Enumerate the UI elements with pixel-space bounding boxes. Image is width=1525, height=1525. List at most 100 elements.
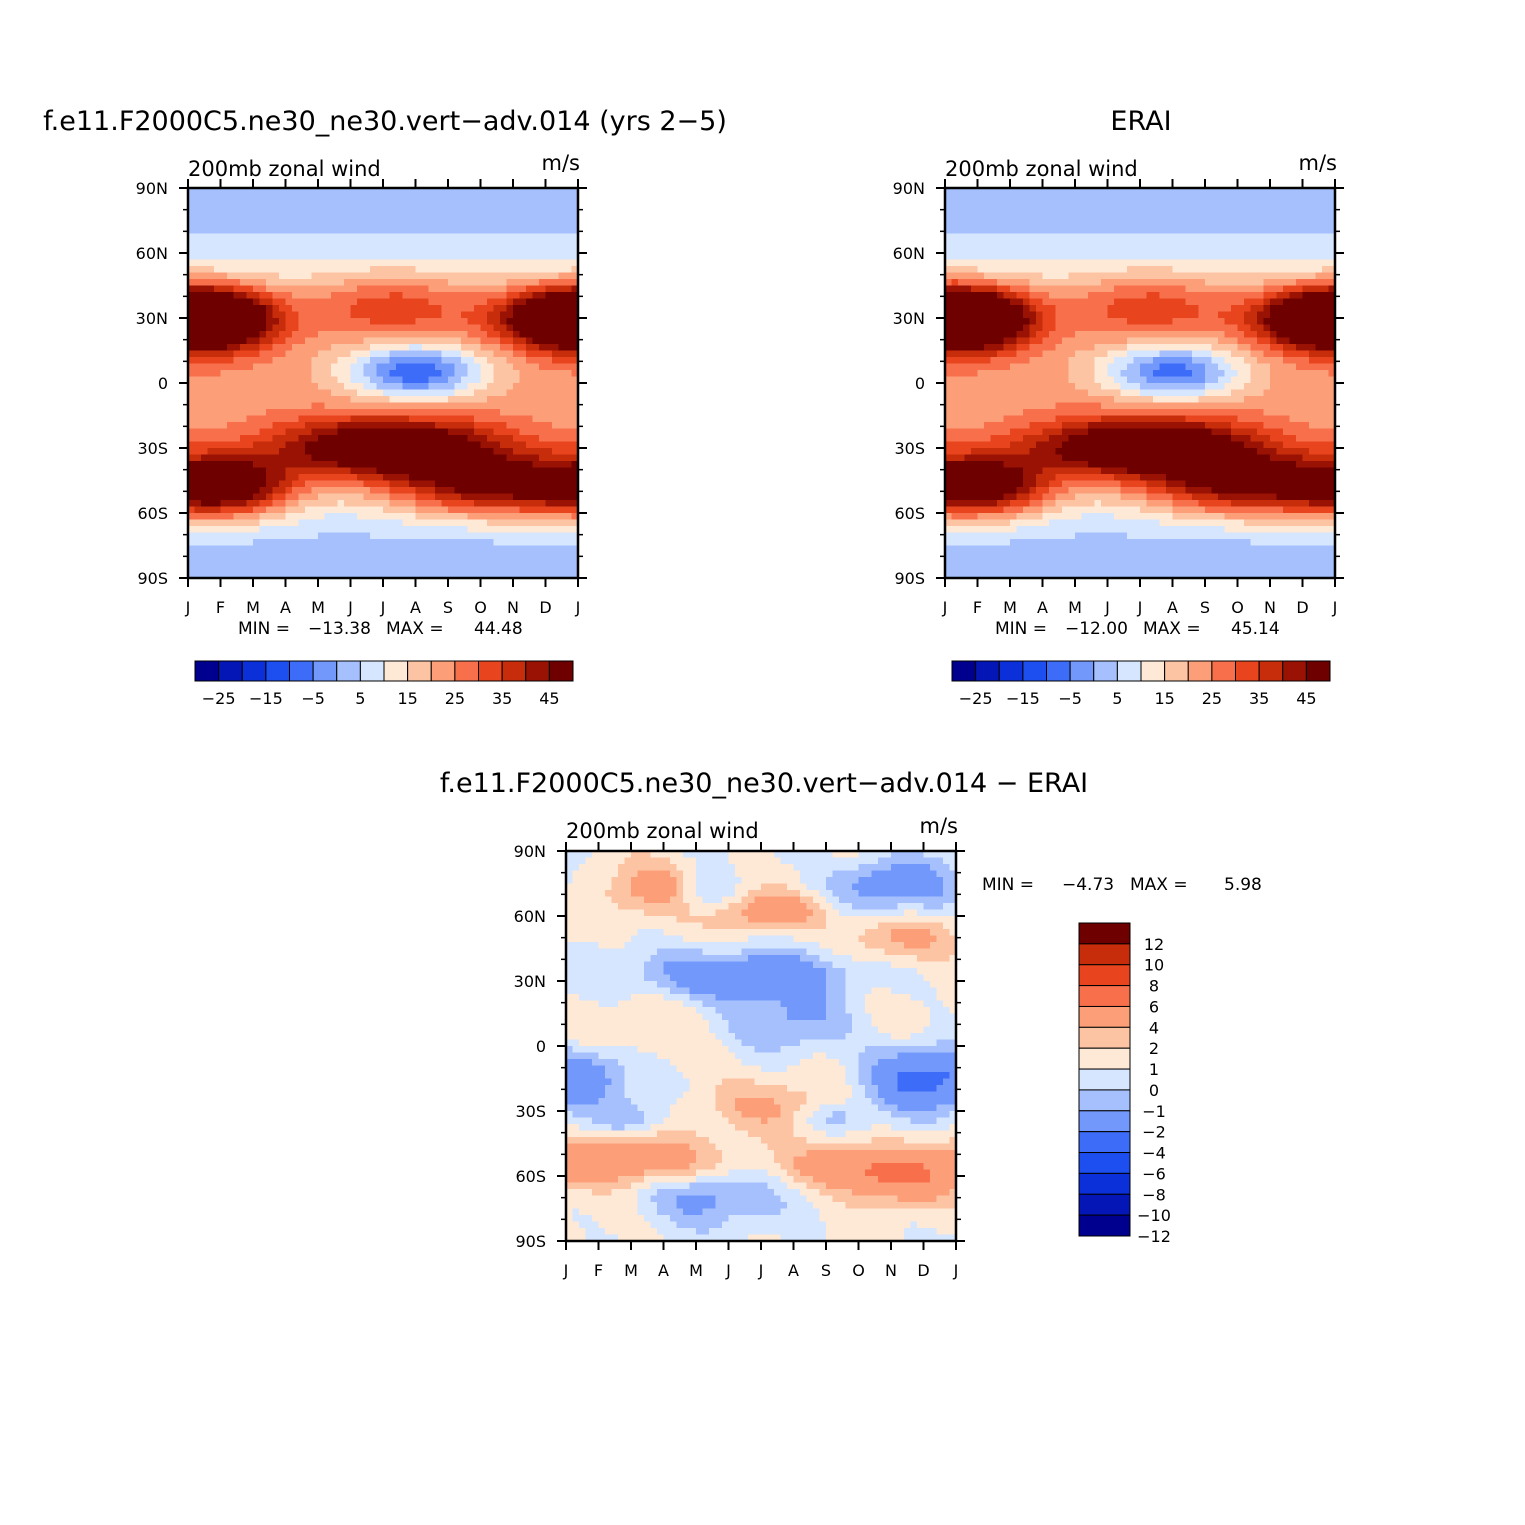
field-cell [344, 292, 352, 300]
field-cell [513, 526, 521, 534]
field-cell [357, 318, 365, 326]
field-cell [493, 246, 501, 254]
field-cell [461, 363, 469, 371]
field-cell [454, 500, 462, 508]
field-cell [1224, 220, 1232, 228]
field-cell [1166, 227, 1174, 235]
field-cell [1114, 188, 1122, 196]
field-cell [958, 279, 966, 287]
field-cell [964, 292, 972, 300]
field-cell [493, 415, 501, 423]
field-cell [214, 552, 222, 560]
field-cell [448, 233, 456, 241]
field-cell [519, 240, 527, 248]
field-cell [493, 194, 501, 202]
field-cell [480, 188, 488, 196]
field-cell [383, 383, 391, 391]
field-cell [448, 461, 456, 469]
field-cell [305, 194, 313, 202]
field-cell [1322, 266, 1330, 274]
field-cell [1153, 214, 1161, 222]
field-cell [389, 565, 397, 573]
field-cell [1101, 240, 1109, 248]
field-cell [964, 188, 972, 196]
field-cell [240, 194, 248, 202]
field-cell [266, 311, 274, 319]
field-cell [389, 402, 397, 410]
field-cell [318, 448, 326, 456]
field-cell [428, 311, 436, 319]
field-cell [376, 422, 384, 430]
field-cell [474, 409, 482, 417]
field-cell [1127, 266, 1135, 274]
panel-erai: ERAI 200mb zonal wind m/s J F M A M J J A S O N D J9… [893, 106, 1344, 708]
field-cell [298, 350, 306, 358]
field-cell [253, 376, 261, 384]
field-cell [1068, 285, 1076, 293]
field-cell [409, 467, 417, 475]
field-cell [461, 461, 469, 469]
field-cell [519, 201, 527, 209]
field-cell [389, 467, 397, 475]
field-cell [513, 259, 521, 267]
field-cell [487, 448, 495, 456]
field-cell [1036, 318, 1044, 326]
field-cell [1010, 201, 1018, 209]
field-cell [389, 435, 397, 443]
field-cell [311, 298, 319, 306]
field-cell [240, 565, 248, 573]
field-cell [539, 422, 547, 430]
field-cell [1120, 272, 1128, 280]
field-cell [409, 246, 417, 254]
field-cell [376, 474, 384, 482]
field-cell [402, 383, 410, 391]
field-cell [389, 487, 397, 495]
field-cell [1029, 240, 1037, 248]
field-cell [506, 201, 514, 209]
field-cell [194, 279, 202, 287]
field-cell [552, 415, 560, 423]
field-cell [350, 506, 358, 514]
field-cell [285, 344, 293, 352]
field-cell [964, 305, 972, 313]
field-cell [1315, 233, 1323, 241]
field-cell [1185, 240, 1193, 248]
field-cell [532, 292, 540, 300]
field-cell [305, 435, 313, 443]
field-cell [1179, 227, 1187, 235]
field-cell [435, 389, 443, 397]
field-cell [1276, 253, 1284, 261]
field-cell [500, 292, 508, 300]
field-cell [1153, 188, 1161, 196]
field-cell [997, 266, 1005, 274]
field-cell [565, 467, 573, 475]
field-cell [1133, 272, 1141, 280]
field-cell [428, 188, 436, 196]
field-cell [415, 214, 423, 222]
field-cell [207, 552, 215, 560]
field-cell [428, 214, 436, 222]
field-cell [997, 318, 1005, 326]
field-cell [448, 370, 456, 378]
field-cell [474, 435, 482, 443]
field-cell [513, 227, 521, 235]
field-cell [207, 435, 215, 443]
field-cell [558, 357, 566, 365]
field-cell [396, 474, 404, 482]
field-cell [201, 545, 209, 553]
field-cell [545, 188, 553, 196]
field-cell [357, 441, 365, 449]
field-cell [558, 220, 566, 228]
field-cell [552, 539, 560, 547]
field-cell [565, 558, 573, 566]
field-cell [1237, 240, 1245, 248]
field-cell [311, 285, 319, 293]
field-cell [233, 526, 241, 534]
field-cell [1224, 201, 1232, 209]
field-cell [201, 506, 209, 514]
field-cell [1192, 207, 1200, 215]
field-cell [1315, 259, 1323, 267]
field-cell [552, 279, 560, 287]
field-cell [448, 207, 456, 215]
field-cell [513, 194, 521, 202]
